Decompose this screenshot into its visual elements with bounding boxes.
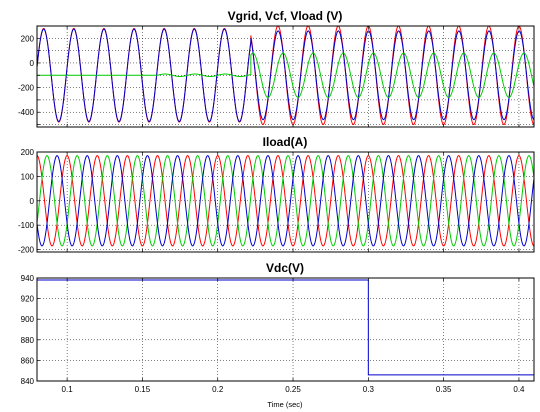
panel-title: Vgrid, Vcf, Vload (V) <box>228 9 343 23</box>
y-tick-label: -400 <box>18 108 35 117</box>
y-tick-label: 940 <box>21 274 35 283</box>
series-line <box>37 279 534 376</box>
x-tick-label: 0.25 <box>285 385 301 394</box>
y-tick-label: 100 <box>21 172 35 181</box>
y-tick-label: 880 <box>21 336 35 345</box>
x-tick-label: 0.15 <box>135 385 151 394</box>
y-tick-label: -100 <box>18 221 35 230</box>
y-tick-label: -200 <box>18 246 35 255</box>
plot-frame <box>36 151 535 253</box>
x-tick-label: 0.2 <box>212 385 224 394</box>
y-tick-label: 0 <box>30 59 35 68</box>
panel-vdc: Vdc(V) 940 920 900 880 860 840 0.1 0.15 0.2 0.25 0… <box>21 261 535 409</box>
plot-frame <box>36 25 535 128</box>
panel-title: Vdc(V) <box>266 261 304 275</box>
series-line <box>37 155 534 247</box>
x-axis-label: Time (sec) <box>267 400 303 409</box>
series-line <box>37 52 534 98</box>
series-line <box>37 155 534 247</box>
y-tick-label: 0 <box>30 197 35 206</box>
x-tick-label: 0.3 <box>363 385 375 394</box>
series-line <box>37 28 534 122</box>
series-group <box>37 26 534 126</box>
ticks: 940 920 900 880 860 840 0.1 0.15 0.2 0.25 0.3 0.35 0… <box>21 274 525 394</box>
y-tick-label: 860 <box>21 356 35 365</box>
series-group <box>37 155 534 247</box>
panel-vgrid-vcf-vload: Vgrid, Vcf, Vload (V) 200 0 -200 -400 <box>18 9 535 128</box>
y-tick-label: 920 <box>21 295 35 304</box>
panel-title: Iload(A) <box>263 135 308 149</box>
x-tick-label: 0.4 <box>513 385 525 394</box>
y-tick-label: 200 <box>21 148 35 157</box>
ticks: 200 0 -200 -400 <box>18 25 520 127</box>
y-tick-label: 840 <box>21 377 35 386</box>
series-group <box>37 279 534 376</box>
panel-iload: Iload(A) 200 100 0 -100 -200 <box>18 135 535 255</box>
series-line <box>37 155 534 247</box>
y-tick-label: 900 <box>21 315 35 324</box>
y-tick-label: 200 <box>21 34 35 43</box>
x-tick-label: 0.1 <box>62 385 74 394</box>
plot-frame <box>36 277 535 382</box>
x-tick-label: 0.35 <box>436 385 452 394</box>
y-tick-label: -200 <box>18 84 35 93</box>
